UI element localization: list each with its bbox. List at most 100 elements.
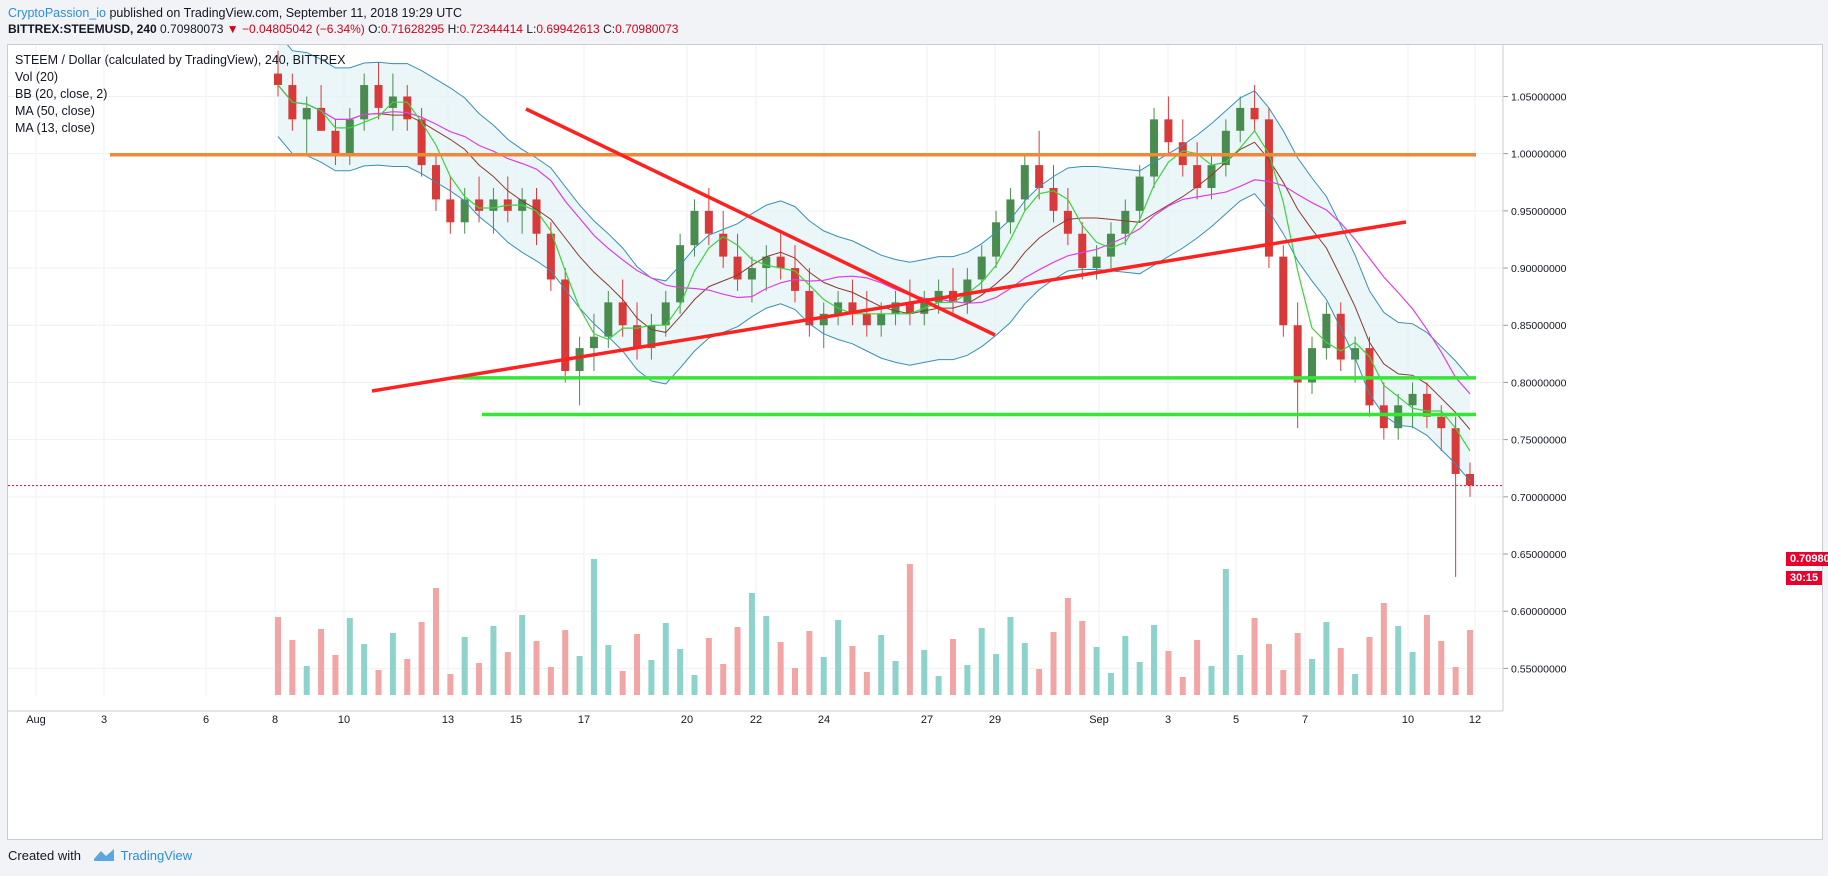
x-tick-label: Aug (26, 714, 46, 726)
bollinger-band-fill (278, 33, 1470, 482)
volume-bar (533, 641, 540, 695)
volume-bar (1366, 637, 1373, 695)
volume-bar (404, 659, 411, 695)
chart-panel[interactable]: 1.05000000 1.00000000 0.95000000 0.90000000… (7, 33, 1823, 840)
volume-bar (849, 646, 856, 695)
close-value: 0.70980073 (615, 22, 679, 36)
candle-body (1006, 199, 1015, 223)
volume-bar (748, 593, 755, 695)
volume-bar (1423, 615, 1430, 695)
volume-bar (432, 588, 439, 695)
volume-bar (275, 617, 281, 695)
tradingview-link[interactable]: TradingView (120, 848, 193, 863)
legend-item-ma13[interactable]: MA (13, close) (15, 121, 95, 135)
price-change: −0.04805042 (−6.34%) (242, 22, 365, 36)
volume-bar (1136, 662, 1143, 695)
footer: Created with TradingView (8, 848, 192, 863)
y-tick-label: 0.70000000 (1511, 492, 1567, 504)
volume-bar (1007, 617, 1014, 695)
x-tick-label: 15 (510, 714, 522, 726)
x-tick-label: 27 (921, 714, 933, 726)
candle-body (905, 302, 914, 314)
volume-bar (1337, 648, 1344, 695)
y-tick-label: 0.95000000 (1511, 206, 1567, 218)
volume-bar (576, 656, 583, 695)
x-tick-label: 10 (338, 714, 350, 726)
y-tick-label: 0.60000000 (1511, 606, 1567, 618)
volume-bar (863, 672, 870, 695)
candle-body (1394, 405, 1403, 429)
volume-bar (1021, 643, 1028, 695)
volume-bar (1093, 647, 1100, 695)
y-tick-label: 1.05000000 (1511, 91, 1567, 103)
volume-bar (476, 663, 483, 695)
volume-bar (519, 615, 526, 695)
candle-body (1035, 165, 1044, 188)
volume-bar (1050, 632, 1057, 695)
candle-body (1164, 119, 1173, 143)
ma50-line (277, 84, 1471, 395)
candle-body (604, 302, 613, 337)
candle-body (331, 130, 340, 154)
candle-body (848, 302, 857, 314)
volume-bar (921, 650, 928, 695)
volume-bar (504, 652, 511, 695)
candle-body (589, 336, 598, 349)
candle-body (1207, 165, 1216, 188)
candle-body (1279, 256, 1288, 326)
x-tick-label: 7 (1302, 714, 1308, 726)
candle-body (633, 325, 642, 349)
volume-bar (1237, 655, 1244, 695)
volume-bar (892, 661, 899, 695)
volume-bar (648, 660, 655, 695)
author-link[interactable]: CryptoPassion_io (8, 6, 106, 20)
candle-body (1308, 348, 1317, 383)
volume-bar (835, 620, 842, 695)
volume-bar (1294, 633, 1301, 695)
volume-bar (318, 629, 325, 695)
volume-bar (547, 667, 554, 695)
candle-body (1250, 107, 1259, 120)
candle-body (403, 96, 412, 120)
candle-body (446, 199, 455, 223)
candle-body (747, 268, 756, 280)
x-tick-label: 3 (101, 714, 107, 726)
volume-bar (691, 675, 698, 695)
legend-item-volume[interactable]: Vol (20) (15, 70, 59, 84)
candle-body (719, 233, 728, 257)
candle-body (1221, 130, 1230, 166)
candle-body (274, 73, 282, 86)
volume-bar (906, 564, 913, 695)
candle-body (661, 302, 670, 326)
candle-body (1336, 313, 1345, 360)
volume-bar (1064, 598, 1071, 695)
candle-body (862, 313, 871, 326)
created-with-label: Created with (8, 848, 81, 863)
volume-bar (993, 654, 1000, 695)
candle-body (532, 199, 541, 234)
high-label: H: (447, 22, 460, 36)
volume-bar (361, 644, 368, 695)
volume-bar (792, 668, 799, 695)
x-tick-label: 24 (818, 714, 830, 726)
candle-body (963, 279, 972, 303)
legend-item-bb[interactable]: BB (20, close, 2) (15, 87, 108, 101)
volume-bar (303, 666, 310, 695)
candle-body (1135, 176, 1144, 211)
y-tick-label: 0.90000000 (1511, 263, 1567, 275)
candle-body (1049, 187, 1058, 211)
candle-body (489, 199, 498, 211)
candle-body (819, 313, 828, 326)
candle-body (762, 256, 771, 269)
candle-body (1121, 210, 1130, 234)
y-tick-label: 0.65000000 (1511, 549, 1567, 561)
legend-title: STEEM / Dollar (calculated by TradingVie… (15, 53, 346, 67)
open-label: O: (368, 22, 381, 36)
price-chart[interactable]: 1.05000000 1.00000000 0.95000000 0.90000000… (8, 33, 1822, 839)
y-tick-label: 0.80000000 (1511, 377, 1567, 389)
symbol-line: BITTREX:STEEMUSD, 240 0.70980073 ▼ −0.04… (8, 22, 678, 36)
y-tick-label: 1.00000000 (1511, 149, 1567, 161)
legend-item-ma50[interactable]: MA (50, close) (15, 104, 95, 118)
volume-bar (605, 645, 612, 695)
volume-bar (978, 628, 985, 695)
